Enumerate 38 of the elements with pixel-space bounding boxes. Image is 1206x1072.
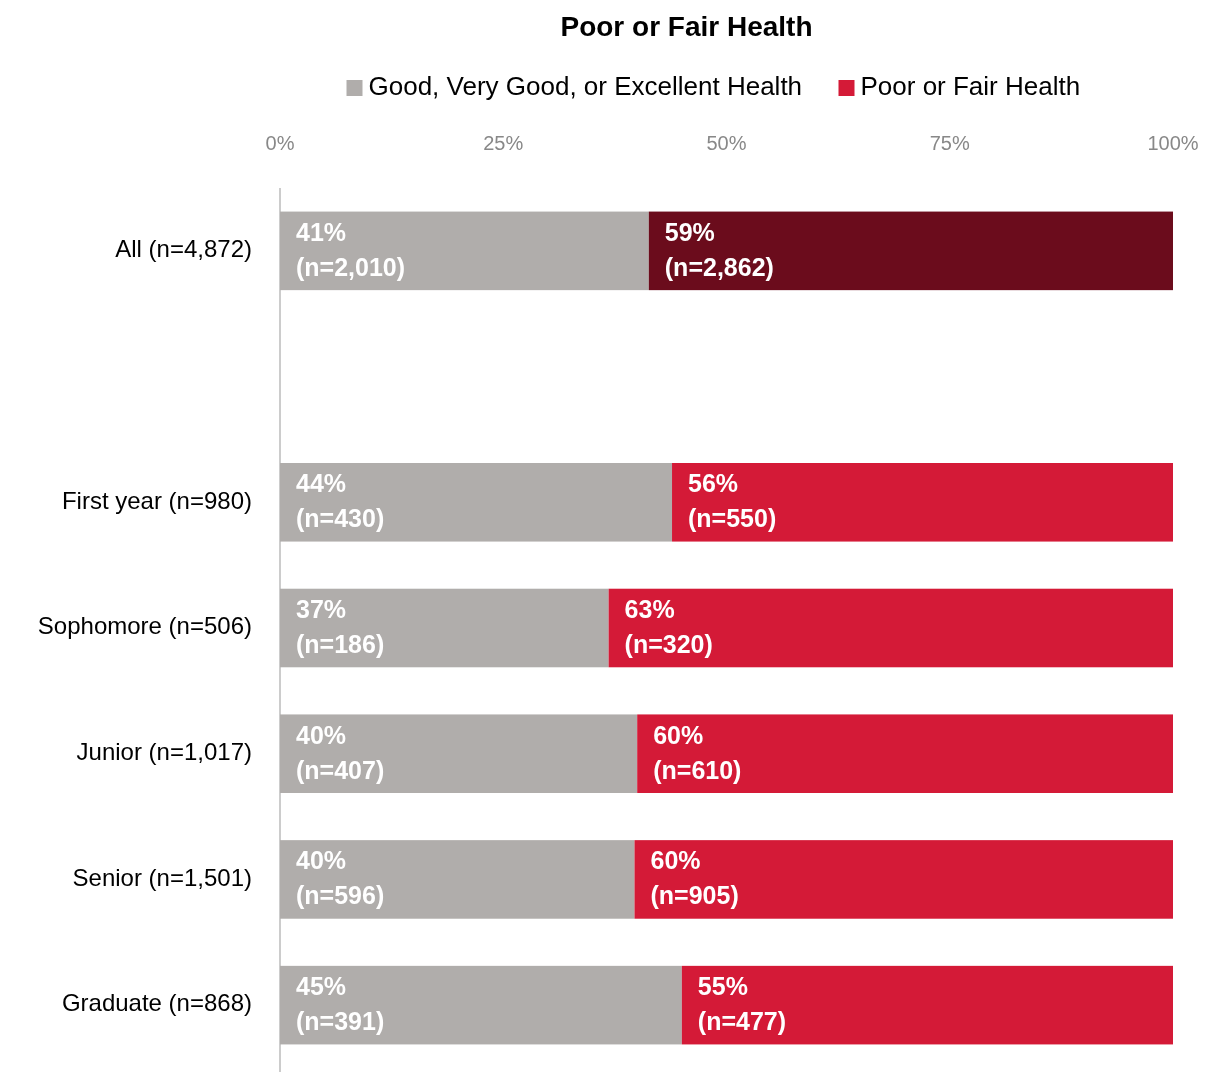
y-tick-label: Senior (n=1,501)	[72, 863, 252, 891]
data-label: 41% (n=2,010)	[296, 217, 406, 281]
bar	[648, 211, 1173, 291]
x-tick-label: 75%	[929, 132, 970, 154]
x-tick-label: 50%	[706, 132, 747, 154]
data-label: 60% (n=905)	[650, 846, 739, 910]
y-tick-label: First year (n=980)	[61, 486, 252, 514]
data-label: 63% (n=320)	[624, 594, 713, 658]
bar	[634, 840, 1173, 919]
y-tick-label: Junior (n=1,017)	[76, 738, 252, 766]
data-label: 40% (n=407)	[296, 720, 385, 784]
bar	[280, 840, 635, 919]
bar	[280, 714, 638, 793]
data-label: 45% (n=391)	[296, 971, 385, 1035]
bar	[280, 211, 649, 291]
y-tick-label: All (n=4,872)	[115, 235, 252, 263]
data-label: 60% (n=610)	[653, 720, 742, 784]
x-tick-label: 25%	[483, 132, 524, 154]
data-label: 44% (n=430)	[296, 468, 385, 532]
bar	[280, 463, 673, 542]
data-label: 56% (n=550)	[688, 468, 777, 532]
data-label: 55% (n=477)	[697, 971, 787, 1035]
legend-label: Poor or Fair Health	[860, 70, 1081, 101]
y-tick-label: Graduate (n=868)	[61, 989, 252, 1017]
data-label: 59% (n=2,862)	[664, 217, 774, 281]
chart-title: Poor or Fair Health	[560, 11, 813, 42]
x-tick-label: 0%	[265, 132, 295, 154]
legend-label: Good, Very Good, or Excellent Health	[368, 70, 803, 101]
x-tick-label: 100%	[1147, 132, 1199, 154]
bar	[672, 463, 1173, 542]
bar	[608, 588, 1173, 668]
bar	[280, 588, 609, 668]
data-label: 40% (n=596)	[296, 846, 385, 910]
bar	[681, 965, 1173, 1045]
y-tick-label: Sophomore (n=506)	[37, 612, 252, 640]
data-label: 37% (n=186)	[296, 594, 385, 658]
bar	[637, 714, 1173, 793]
bar	[280, 965, 682, 1045]
